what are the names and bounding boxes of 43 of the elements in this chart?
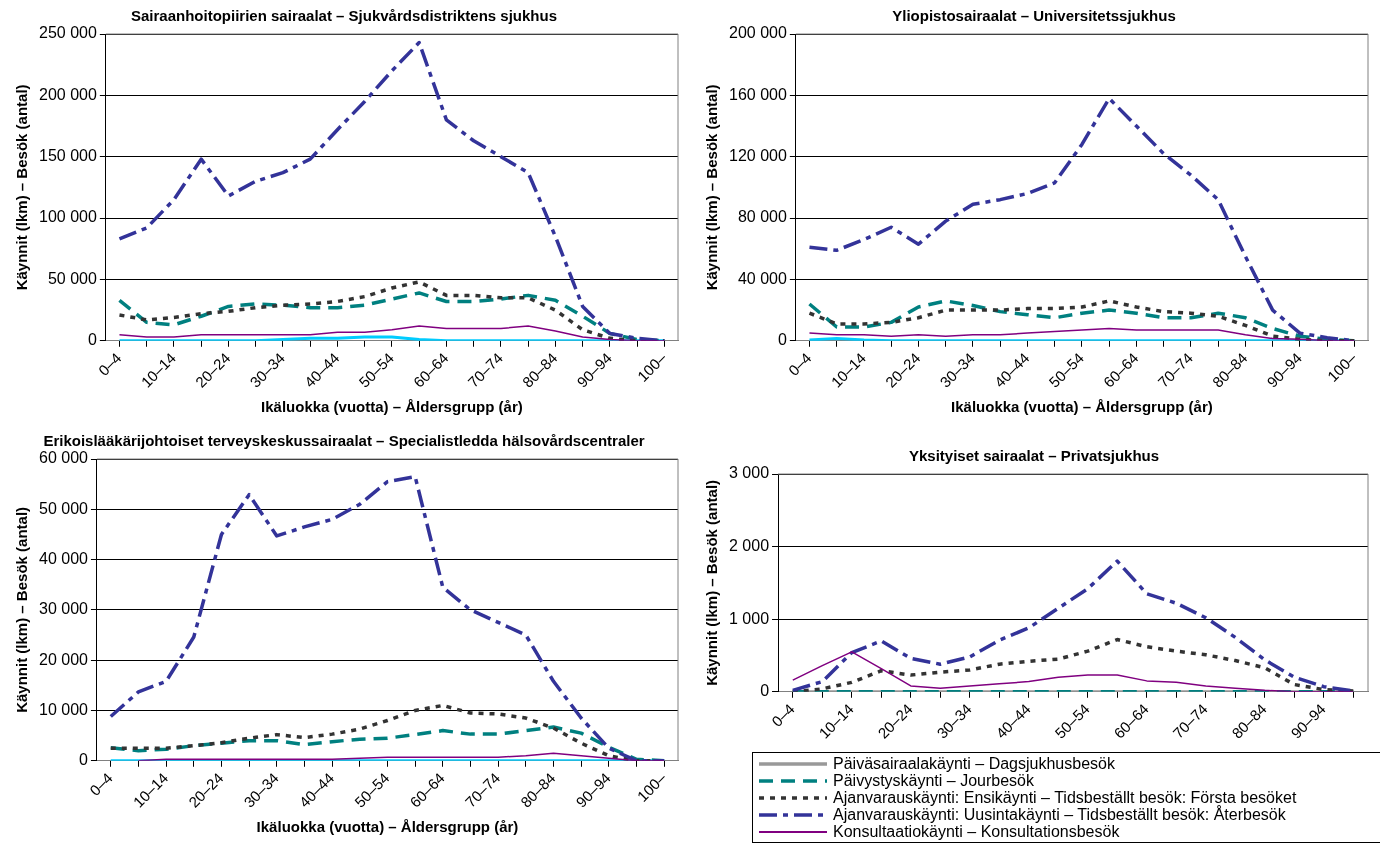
- x-axis-title: Ikäluokka (vuotta) – Åldersgrupp (år): [951, 398, 1213, 416]
- y-tick-label: 1 000: [728, 609, 770, 627]
- legend-label: Ajanvarauskäynti: Uusintakäynti – Tidsbeställt besök: Återbesök: [833, 806, 1286, 823]
- y-axis-title: Käynnit (lkm) – Besök (antal): [703, 479, 721, 686]
- chart-title: Yliopistosairaalat – Universitetssjukhus: [892, 7, 1176, 25]
- y-tick-label: 50 000: [47, 269, 97, 287]
- legend-label: Päiväsairaalakäynti – Dagsjukhusbesök: [833, 755, 1115, 772]
- chart-title: Sairaanhoitopiirien sairaalat – Sjukvårdsdistriktens sjukhus: [131, 7, 557, 25]
- x-tick-label: 0–4: [94, 349, 125, 379]
- y-axis-title: Käynnit (lkm) – Besök (antal): [13, 84, 31, 291]
- y-tick-label: 80 000: [737, 208, 787, 226]
- x-tick-label: 0–4: [784, 349, 815, 379]
- y-tick-label: 30 000: [39, 600, 89, 618]
- y-tick-label: 150 000: [38, 147, 97, 165]
- y-tick-label: 0: [760, 682, 770, 700]
- x-tick-label: 0–4: [86, 769, 116, 799]
- y-tick-label: 10 000: [39, 700, 89, 718]
- y-tick-label: 60 000: [39, 449, 89, 467]
- x-axis-title: Ikäluokka (vuotta) – Åldersgrupp (år): [256, 818, 519, 836]
- y-tick-label: 2 000: [728, 537, 770, 554]
- y-tick-label: 40 000: [737, 269, 787, 287]
- y-tick-label: 20 000: [39, 650, 89, 668]
- y-tick-label: 100 000: [38, 208, 97, 226]
- x-axis-title: Ikäluokka (vuotta) – Åldersgrupp (år): [261, 398, 523, 416]
- y-tick-label: 120 000: [728, 147, 787, 165]
- y-tick-label: 200 000: [728, 24, 787, 42]
- y-tick-label: 3 000: [728, 464, 770, 482]
- y-tick-label: 40 000: [39, 550, 89, 567]
- chart-title: Yksityiset sairaalat – Privatsjukhus: [908, 447, 1160, 465]
- y-tick-label: 0: [79, 751, 89, 769]
- legend-label: Päivystyskäynti – Jourbesök: [833, 772, 1034, 789]
- y-tick-label: 250 000: [38, 24, 97, 42]
- legend-label: Ajanvarauskäynti: Ensikäynti – Tidsbeställt besök: Första besöket: [833, 789, 1297, 806]
- y-tick-label: 50 000: [39, 499, 89, 517]
- y-axis-title: Käynnit (lkm) – Besök (antal): [703, 84, 721, 291]
- y-tick-label: 0: [777, 331, 787, 349]
- legend-label: Konsultaatiokäynti – Konsultationsbesök: [833, 823, 1120, 840]
- y-tick-label: 0: [87, 331, 97, 349]
- y-axis-title: Käynnit (lkm) – Besök (antal): [13, 506, 31, 713]
- y-tick-label: 160 000: [728, 85, 787, 103]
- y-tick-label: 200 000: [38, 85, 97, 103]
- chart-title: Erikoislääkärijohtoiset terveyskeskussairaalat – Specialistledda hälsovårdscentraler: [43, 432, 645, 450]
- x-tick-label: 0–4: [768, 700, 798, 730]
